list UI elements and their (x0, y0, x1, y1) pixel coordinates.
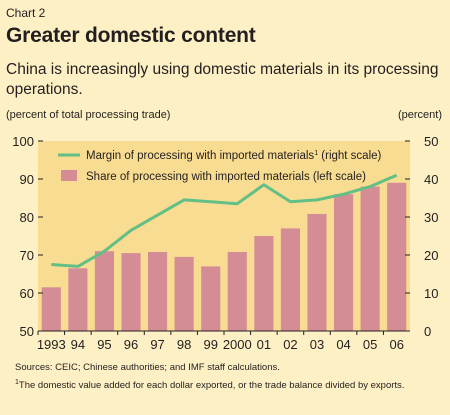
x-tick-label: 03 (310, 337, 324, 352)
bar-94 (68, 268, 88, 331)
x-tick-label: 96 (124, 337, 138, 352)
left-tick-label: 60 (20, 286, 34, 301)
left-tick-label: 50 (20, 324, 34, 339)
left-tick-label: 90 (20, 172, 34, 187)
bar-97 (148, 251, 168, 331)
legend-bar-label: Share of processing with imported materi… (86, 171, 366, 183)
bar-1993 (41, 287, 61, 331)
plot-area (38, 141, 410, 331)
bar-2000 (227, 251, 247, 331)
chart-title: Greater domestic content (6, 24, 256, 47)
bar-05 (360, 186, 380, 331)
legend-bar-swatch (61, 170, 77, 181)
chart-number: Chart 2 (6, 6, 46, 20)
x-tick-label: 06 (389, 337, 403, 352)
x-tick-label: 05 (363, 337, 377, 352)
x-tick-label: 1993 (37, 337, 66, 352)
x-tick-label: 2000 (223, 337, 252, 352)
bar-95 (94, 251, 114, 331)
legend-line-label: Margin of processing with imported mater… (86, 150, 382, 162)
sources-note: Sources: CEIC; Chinese authorities; and … (15, 362, 280, 373)
footnote: 1The domestic value added for each dolla… (15, 377, 440, 392)
bar-98 (174, 256, 194, 331)
bar-06 (387, 182, 407, 331)
chart-subtitle: China is increasingly using domestic mat… (6, 61, 439, 98)
right-tick-label: 30 (424, 210, 438, 225)
bar-02 (280, 228, 300, 331)
bar-01 (254, 236, 274, 331)
x-tick-label: 04 (336, 337, 350, 352)
right-axis-label: (percent) (397, 109, 442, 121)
right-tick-label: 0 (424, 324, 431, 339)
footnote-text: The domestic value added for each dollar… (18, 380, 405, 392)
x-tick-label: 99 (203, 337, 217, 352)
x-tick-label: 95 (97, 337, 111, 352)
x-tick-label: 01 (257, 337, 271, 352)
x-tick-label: 02 (283, 337, 297, 352)
bar-99 (201, 266, 221, 331)
x-tick-label: 94 (71, 337, 85, 352)
right-tick-label: 20 (424, 248, 438, 263)
right-tick-label: 50 (424, 134, 438, 149)
x-tick-label: 98 (177, 337, 191, 352)
left-tick-label: 70 (20, 248, 34, 263)
bar-04 (334, 194, 354, 331)
bar-03 (307, 213, 327, 331)
margin-line (51, 173, 398, 268)
right-tick-label: 40 (424, 172, 438, 187)
left-tick-label: 80 (20, 210, 34, 225)
right-tick-label: 10 (424, 286, 438, 301)
footnote-marker: 1 (15, 379, 19, 386)
x-tick-label: 97 (150, 337, 164, 352)
left-tick-label: 100 (12, 134, 34, 149)
bar-96 (121, 253, 141, 331)
left-axis-label: (percent of total processing trade) (6, 109, 171, 121)
